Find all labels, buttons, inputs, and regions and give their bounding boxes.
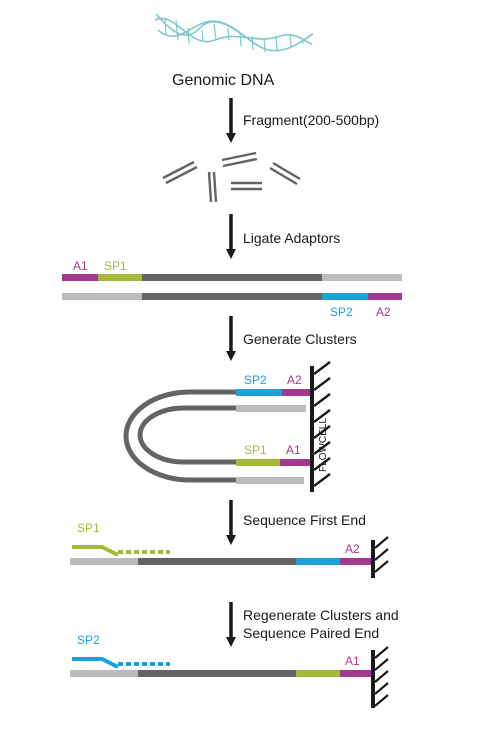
flowcell-wall-paired-end (371, 646, 389, 708)
primer-sp2-extension (72, 657, 170, 669)
dna-helix-icon (154, 13, 314, 53)
flowcell-wall-first-end (371, 536, 389, 578)
cluster-bridge (123, 389, 310, 484)
dna-fragments (162, 151, 301, 203)
label-sp2-cluster: SP2 (244, 373, 267, 387)
step-label-fragment: Fragment(200-500bp) (243, 112, 379, 128)
label-flowcell: FLOWCELL (318, 418, 329, 472)
template-strand-paired-end (70, 670, 372, 677)
ligated-fragment (62, 274, 402, 300)
label-a2-first-end: A2 (345, 542, 360, 556)
template-strand-first-end (70, 558, 372, 565)
label-sp2-paired: SP2 (77, 633, 100, 647)
label-sp2-bottom: SP2 (330, 305, 353, 319)
step-label-first-end: Sequence First End (243, 512, 366, 528)
step-label-paired-line2: Sequence Paired End (243, 625, 379, 641)
label-a1-paired: A1 (345, 654, 360, 668)
label-sp1-cluster: SP1 (244, 443, 267, 457)
step-label-ligate: Ligate Adaptors (243, 230, 340, 246)
label-a1-cluster: A1 (286, 443, 301, 457)
step-label-generate: Generate Clusters (243, 331, 357, 347)
primer-sp1-extension (72, 545, 170, 557)
label-a1-top: A1 (73, 259, 88, 273)
label-a2-cluster: A2 (287, 373, 302, 387)
label-sp1-top: SP1 (104, 259, 127, 273)
label-a2-bottom: A2 (376, 305, 391, 319)
label-sp1-first-end: SP1 (77, 521, 100, 535)
flowcell-wall (310, 361, 331, 492)
title-genomic-dna: Genomic DNA (172, 72, 275, 89)
step-label-paired-line1: Regenerate Clusters and (243, 607, 399, 623)
